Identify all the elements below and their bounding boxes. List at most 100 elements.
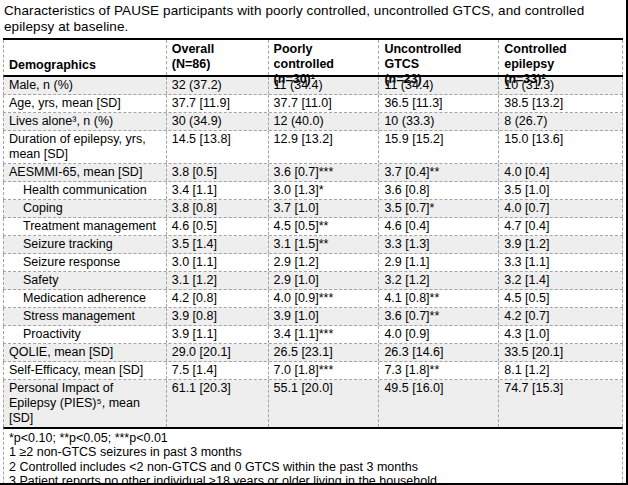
table-row: Seizure response3.0 [1.1]2.9 [1.2]2.9 [1… <box>3 254 623 272</box>
value-cell: 37.7 [11.9] <box>167 95 269 112</box>
footnote-line: 1 ≥2 non-GTCS seizures in past 3 months <box>4 445 622 459</box>
value-cell: 30 (34.9) <box>167 113 269 130</box>
value-cell: 29.0 [20.1] <box>167 344 269 361</box>
value-cell: 15.0 [13.6] <box>499 131 623 163</box>
table-row: Seizure tracking3.5 [1.4]3.1 [1.5]**3.3 … <box>3 236 623 254</box>
table-row: QOLIE, mean [SD]29.0 [20.1]26.5 [23.1]26… <box>3 344 623 362</box>
value-cell: 49.5 [16.0] <box>379 380 499 427</box>
value-cell: 3.1 [1.5]** <box>269 236 380 253</box>
table-row: Male, n (%)32 (37.2)11 (34.4)11 (34.4)10… <box>3 77 623 95</box>
value-cell: 3.6 [0.8] <box>379 182 499 199</box>
col-header-demographics: Demographics <box>4 40 167 75</box>
value-cell: 33.5 [20.1] <box>499 344 623 361</box>
value-cell: 3.2 [1.4] <box>499 272 623 289</box>
table-row: Stress management3.9 [0.8]3.9 [1.0]3.6 [… <box>3 308 623 326</box>
value-cell: 3.3 [1.1] <box>499 254 623 271</box>
value-cell: 4.0 [0.4] <box>499 164 623 181</box>
value-cell: 2.9 [1.2] <box>269 254 380 271</box>
footnote-line: *p<0.10; **p<0.05; ***p<0.01 <box>4 431 622 445</box>
value-cell: 3.1 [1.2] <box>167 272 269 289</box>
value-cell: 26.3 [14.6] <box>379 344 499 361</box>
value-cell: 36.5 [11.3] <box>379 95 499 112</box>
value-cell: 12.9 [13.2] <box>269 131 380 163</box>
value-cell: 4.5 [0.5]** <box>269 218 380 235</box>
value-cell: 8.1 [1.2] <box>499 362 623 379</box>
row-label: Stress management <box>4 308 167 325</box>
col-header-uncontrolled-gtcs: Uncontrolled GTCS (n=23) <box>379 40 499 75</box>
value-cell: 4.7 [0.4] <box>499 218 623 235</box>
value-cell: 3.5 [1.0] <box>499 182 623 199</box>
col-header-label: Uncontrolled GTCS <box>384 42 494 72</box>
value-cell: 14.5 [13.8] <box>167 131 269 163</box>
value-cell: 3.7 [0.4]** <box>379 164 499 181</box>
value-cell: 4.1 [0.8]** <box>379 290 499 307</box>
value-cell: 4.6 [0.4] <box>379 218 499 235</box>
value-cell: 2.9 [1.0] <box>269 272 380 289</box>
value-cell: 15.9 [15.2] <box>379 131 499 163</box>
value-cell: 11 (34.4) <box>379 77 499 94</box>
value-cell: 3.9 [0.8] <box>167 308 269 325</box>
value-cell: 11 (34.4) <box>269 77 380 94</box>
row-label: QOLIE, mean [SD] <box>4 344 167 361</box>
footnote-line: 3 Patient reports no other individual ≥1… <box>4 474 622 485</box>
row-label: Seizure response <box>4 254 167 271</box>
col-header-label: Controlled epilepsy <box>504 42 618 72</box>
value-cell: 3.8 [0.8] <box>167 200 269 217</box>
col-header-label: Overall <box>172 42 264 57</box>
value-cell: 4.5 [0.5] <box>499 290 623 307</box>
table-row: Lives alone³, n (%)30 (34.9)12 (40.0)10 … <box>3 113 623 131</box>
col-header-sub: (N=86) <box>172 57 264 72</box>
value-cell: 4.2 [0.7] <box>499 308 623 325</box>
table-body: Male, n (%)32 (37.2)11 (34.4)11 (34.4)10… <box>3 77 623 427</box>
col-header-label: Demographics <box>9 58 162 73</box>
table-row: Proactivity3.9 [1.1]3.4 [1.1]***4.0 [0.9… <box>3 326 623 344</box>
value-cell: 3.2 [1.2] <box>379 272 499 289</box>
value-cell: 3.9 [1.2] <box>499 236 623 253</box>
value-cell: 61.1 [20.3] <box>167 380 269 427</box>
value-cell: 10 (31.3) <box>499 77 623 94</box>
value-cell: 3.5 [1.4] <box>167 236 269 253</box>
table-caption: Characteristics of PAUSE participants wi… <box>0 0 626 38</box>
value-cell: 3.8 [0.5] <box>167 164 269 181</box>
value-cell: 4.0 [0.9] <box>379 326 499 343</box>
row-label: Duration of epilepsy, yrs, mean [SD] <box>4 131 167 163</box>
value-cell: 3.0 [1.3]* <box>269 182 380 199</box>
value-cell: 55.1 [20.0] <box>269 380 380 427</box>
row-label: Male, n (%) <box>4 77 167 94</box>
value-cell: 3.0 [1.1] <box>167 254 269 271</box>
value-cell: 3.7 [1.0] <box>269 200 380 217</box>
row-label: Seizure tracking <box>4 236 167 253</box>
row-label: Medication adherence <box>4 290 167 307</box>
value-cell: 7.3 [1.8]** <box>379 362 499 379</box>
value-cell: 32 (37.2) <box>167 77 269 94</box>
row-label: Treatment management <box>4 218 167 235</box>
value-cell: 2.9 [1.1] <box>379 254 499 271</box>
value-cell: 7.0 [1.8]*** <box>269 362 380 379</box>
table-row: Self-Efficacy, mean [SD]7.5 [1.4]7.0 [1.… <box>3 362 623 380</box>
row-label: Safety <box>4 272 167 289</box>
value-cell: 10 (33.3) <box>379 113 499 130</box>
footnote-line: 2 Controlled includes <2 non-GTCS and 0 … <box>4 460 622 474</box>
row-label: AESMMI-65, mean [SD] <box>4 164 167 181</box>
table-row: AESMMI-65, mean [SD]3.8 [0.5]3.6 [0.7]**… <box>3 164 623 182</box>
table-row: Age, yrs, mean [SD]37.7 [11.9]37.7 [11.0… <box>3 95 623 113</box>
value-cell: 4.2 [0.8] <box>167 290 269 307</box>
row-label: Age, yrs, mean [SD] <box>4 95 167 112</box>
value-cell: 4.3 [1.0] <box>499 326 623 343</box>
page: Characteristics of PAUSE participants wi… <box>0 0 628 485</box>
value-cell: 26.5 [23.1] <box>269 344 380 361</box>
table-header-row: Demographics Overall (N=86) Poorly contr… <box>3 40 623 77</box>
table-row: Duration of epilepsy, yrs, mean [SD]14.5… <box>3 131 623 164</box>
value-cell: 3.4 [1.1] <box>167 182 269 199</box>
value-cell: 12 (40.0) <box>269 113 380 130</box>
value-cell: 8 (26.7) <box>499 113 623 130</box>
value-cell: 3.3 [1.3] <box>379 236 499 253</box>
value-cell: 3.6 [0.7]** <box>379 308 499 325</box>
value-cell: 37.7 [11.0] <box>269 95 380 112</box>
value-cell: 4.0 [0.9]*** <box>269 290 380 307</box>
row-label: Personal Impact of Epilepsy (PIES)⁵, mea… <box>4 380 167 427</box>
row-label: Proactivity <box>4 326 167 343</box>
col-header-poorly-controlled: Poorly controlled (n=30)¹ <box>269 40 380 75</box>
value-cell: 74.7 [15.3] <box>499 380 623 427</box>
row-label: Lives alone³, n (%) <box>4 113 167 130</box>
